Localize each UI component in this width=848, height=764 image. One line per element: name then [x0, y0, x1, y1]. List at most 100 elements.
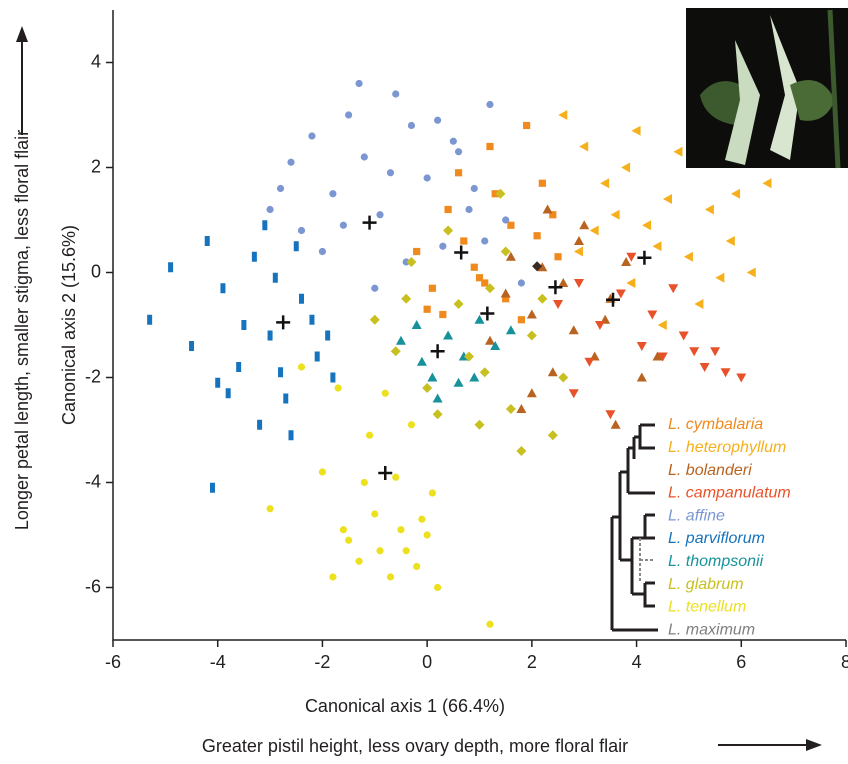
x-tick-label: -6	[105, 652, 121, 672]
x-tick-label: -2	[314, 652, 330, 672]
point	[500, 246, 511, 257]
point	[474, 419, 485, 430]
point	[652, 351, 663, 361]
x-tick-label: 8	[841, 652, 848, 672]
point	[325, 330, 331, 341]
point	[533, 232, 541, 240]
point	[568, 389, 579, 399]
point	[626, 252, 637, 262]
point	[715, 272, 725, 283]
legend-label: L. affine	[668, 507, 725, 524]
point	[762, 178, 772, 189]
point	[470, 263, 478, 271]
point	[505, 325, 516, 335]
point	[267, 330, 273, 341]
point	[517, 279, 525, 287]
point	[547, 430, 558, 441]
point	[434, 116, 442, 124]
point	[526, 309, 537, 319]
point	[287, 158, 295, 166]
point	[355, 557, 363, 565]
point	[631, 125, 641, 136]
point	[257, 419, 263, 430]
legend-label: L. glabrum	[668, 576, 744, 593]
point	[573, 279, 584, 288]
point	[532, 261, 543, 272]
point	[549, 211, 557, 219]
point	[369, 314, 380, 325]
point	[272, 272, 278, 283]
point	[283, 393, 289, 404]
point	[507, 221, 515, 229]
point	[725, 236, 735, 246]
point	[360, 478, 368, 487]
point	[432, 409, 443, 420]
point	[443, 225, 454, 236]
point	[278, 367, 284, 378]
point	[517, 316, 525, 324]
point	[386, 573, 395, 581]
direction-arrows	[16, 26, 822, 751]
point	[502, 216, 510, 224]
point	[225, 388, 231, 399]
point	[694, 299, 704, 309]
y-tick-label: 0	[91, 261, 101, 281]
point	[236, 362, 242, 372]
centroid-marker	[454, 245, 469, 260]
point	[475, 274, 484, 282]
point	[495, 188, 506, 199]
point	[474, 314, 485, 324]
point	[416, 356, 427, 366]
y-tick-label: -6	[85, 576, 101, 596]
point	[610, 209, 620, 220]
point	[288, 430, 294, 441]
point	[371, 284, 379, 292]
point	[395, 335, 406, 345]
point	[418, 515, 426, 523]
point	[397, 526, 405, 534]
point	[427, 372, 438, 382]
point	[490, 341, 501, 350]
point	[594, 321, 605, 330]
point	[443, 330, 454, 340]
point	[523, 121, 531, 130]
y-direction-label: Longer petal length, smaller stigma, les…	[12, 130, 32, 530]
point	[355, 79, 363, 88]
point	[584, 357, 595, 367]
legend-label: L. heterophyllum	[668, 439, 786, 456]
point	[568, 325, 579, 335]
point	[610, 419, 621, 429]
x-direction-label: Greater pistil height, less ovary depth,…	[202, 736, 628, 756]
point	[636, 342, 647, 351]
centroid-marker	[548, 280, 563, 295]
point	[330, 372, 336, 383]
point	[621, 257, 632, 266]
point	[526, 388, 537, 398]
point	[189, 341, 195, 351]
point	[470, 184, 478, 193]
centroid-marker	[430, 344, 445, 359]
point	[318, 247, 327, 256]
point	[297, 226, 306, 235]
point	[505, 251, 516, 261]
point	[339, 526, 347, 534]
point	[626, 278, 636, 288]
point	[376, 547, 384, 555]
point	[392, 90, 400, 98]
centroid-marker	[637, 250, 652, 265]
centroid-marker	[606, 292, 621, 307]
point	[262, 220, 268, 231]
point	[486, 142, 494, 151]
point	[454, 148, 463, 156]
point	[251, 251, 257, 262]
point	[491, 190, 499, 198]
point	[573, 236, 584, 245]
y-tick-label: 2	[91, 156, 101, 176]
point	[647, 310, 658, 320]
point	[537, 262, 548, 272]
point	[636, 372, 647, 382]
point	[365, 431, 374, 439]
point	[720, 368, 731, 378]
point	[339, 221, 347, 229]
point	[652, 241, 662, 252]
